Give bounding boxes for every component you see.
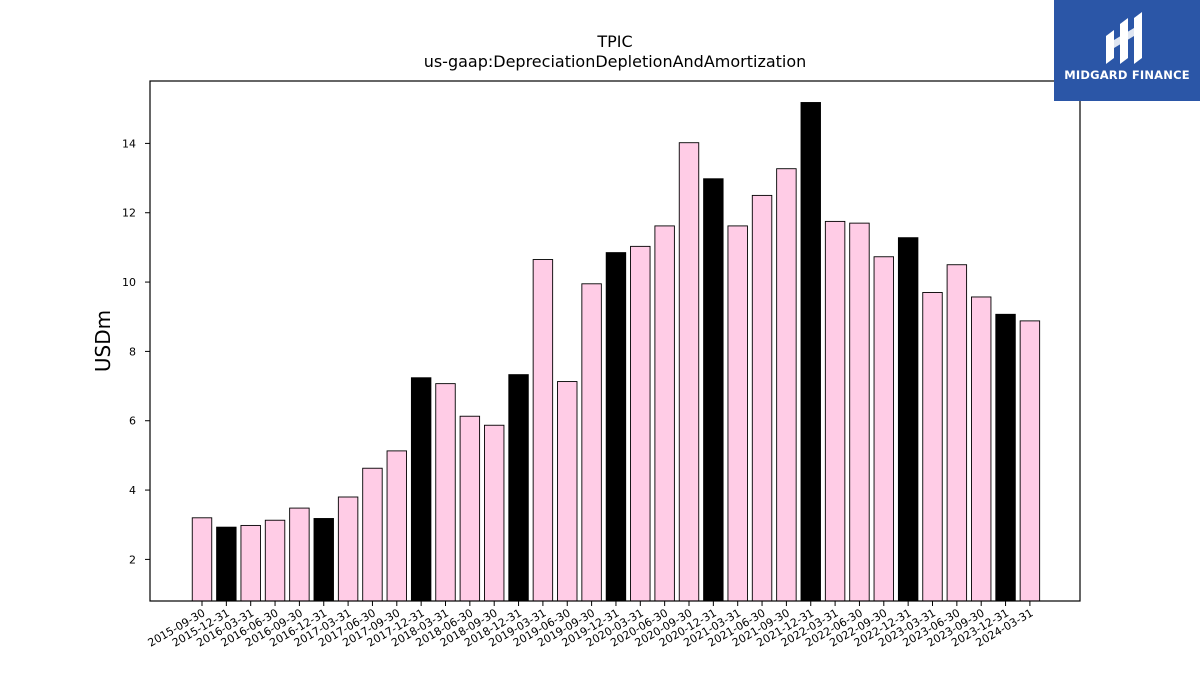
bar-2016-03-31 (240, 524, 261, 602)
bar-2016-12-31 (313, 518, 334, 602)
bar-2020-06-30 (654, 225, 675, 602)
y-axis-label: USDm (91, 310, 115, 372)
y-tick-label: 14 (122, 137, 136, 150)
bar-2018-03-31 (435, 383, 456, 602)
bar-2022-09-30 (873, 256, 894, 602)
bar-2020-03-31 (630, 245, 651, 602)
bar-2021-03-31 (727, 225, 748, 602)
bar-2017-03-31 (337, 496, 359, 602)
bar-2022-06-30 (849, 222, 870, 602)
plot-frame (149, 80, 1081, 602)
bar-2022-03-31 (824, 220, 846, 602)
bar-2015-09-30 (191, 517, 213, 602)
bar-2021-06-30 (751, 194, 773, 602)
bar-2016-06-30 (264, 519, 286, 602)
y-tick-label: 4 (129, 484, 136, 497)
y-tick-label: 12 (122, 207, 136, 220)
bar-2021-09-30 (776, 168, 797, 602)
bar-2020-12-31 (703, 178, 724, 602)
bar-2017-09-30 (386, 450, 407, 602)
midgard-m-icon (1106, 12, 1142, 64)
bar-2023-03-31 (922, 292, 943, 602)
y-tick-label: 6 (129, 415, 136, 428)
y-tick-label: 8 (129, 345, 136, 358)
bar-2019-09-30 (581, 283, 602, 602)
bar-2018-06-30 (459, 415, 481, 602)
logo-text: MIDGARD FINANCE (1064, 68, 1190, 82)
bar-2019-03-31 (532, 259, 554, 602)
bar-2017-12-31 (410, 377, 432, 602)
bar-2023-12-31 (995, 313, 1016, 602)
bar-2019-06-30 (557, 381, 578, 602)
bar-2022-12-31 (897, 237, 919, 602)
bar-2017-06-30 (362, 467, 383, 602)
midgard-finance-logo: MIDGARD FINANCE (1054, 0, 1200, 101)
bar-2024-03-31 (1019, 320, 1041, 602)
y-tick-label: 2 (129, 553, 136, 566)
bar-2015-12-31 (216, 526, 237, 602)
bar-2018-09-30 (484, 424, 505, 602)
bar-2016-09-30 (289, 507, 310, 602)
y-tick-label: 10 (122, 276, 136, 289)
bar-2023-09-30 (971, 296, 992, 602)
bar-2019-12-31 (605, 252, 627, 602)
chart-subtitle: us-gaap:DepreciationDepletionAndAmortiza… (423, 52, 807, 71)
bar-2020-09-30 (678, 142, 700, 602)
bar-2021-12-31 (800, 102, 821, 602)
bar-2023-06-30 (946, 264, 968, 602)
chart-title: TPIC (597, 32, 633, 51)
bar-2018-12-31 (508, 374, 529, 602)
